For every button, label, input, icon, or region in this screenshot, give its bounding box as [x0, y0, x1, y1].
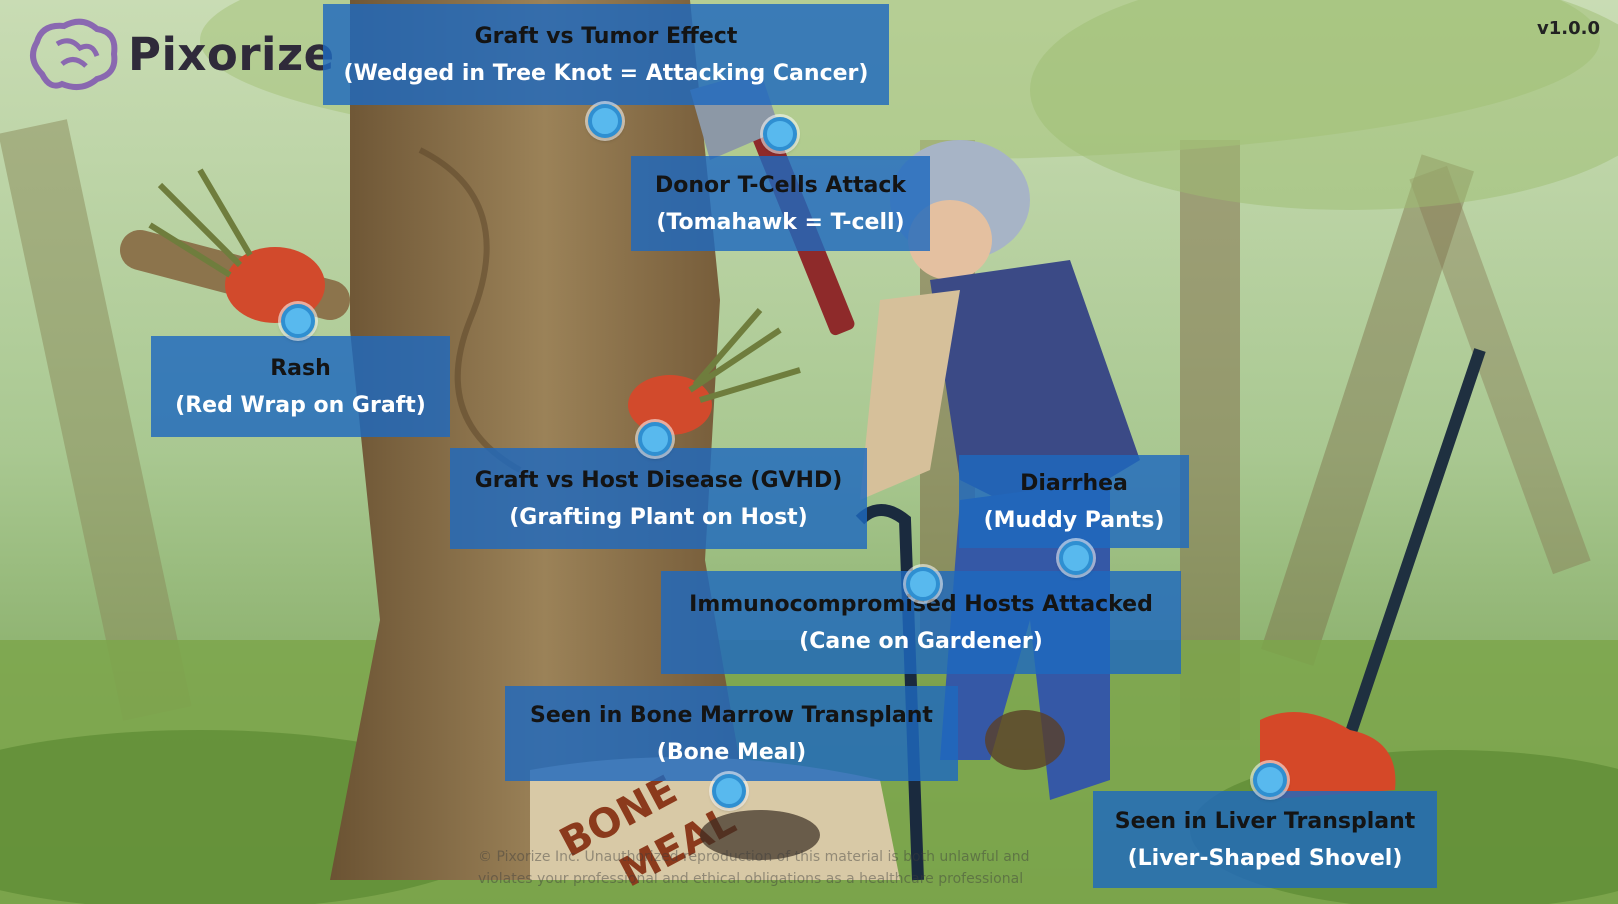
logo-wordmark: Pixorize	[128, 27, 335, 81]
label-diarrhea: Diarrhea (Muddy Pants)	[959, 455, 1189, 548]
brain-logo-icon	[30, 18, 118, 91]
label-title: Diarrhea	[1020, 470, 1128, 496]
label-title: Seen in Bone Marrow Transplant	[530, 702, 933, 728]
label-title: Rash	[270, 355, 331, 381]
hotspot-rash[interactable]	[281, 304, 315, 338]
hotspot-bone-marrow[interactable]	[712, 774, 746, 808]
copyright-watermark: © Pixorize Inc. Unauthorized reproductio…	[478, 846, 1178, 890]
hotspot-graft-vs-tumor[interactable]	[588, 104, 622, 138]
label-subtitle: (Liver-Shaped Shovel)	[1127, 845, 1403, 871]
label-subtitle: (Bone Meal)	[656, 739, 807, 765]
hotspot-liver[interactable]	[1253, 763, 1287, 797]
label-subtitle: (Cane on Gardener)	[799, 628, 1043, 654]
watermark-line-1: © Pixorize Inc. Unauthorized reproductio…	[478, 849, 1030, 865]
label-liver: Seen in Liver Transplant (Liver-Shaped S…	[1093, 791, 1437, 888]
label-subtitle: (Tomahawk = T-cell)	[656, 209, 905, 235]
hotspot-diarrhea[interactable]	[1059, 541, 1093, 575]
hotspot-donor-tcells[interactable]	[763, 117, 797, 151]
label-subtitle: (Wedged in Tree Knot = Attacking Cancer)	[343, 60, 869, 86]
label-bone-marrow: Seen in Bone Marrow Transplant (Bone Mea…	[505, 686, 958, 781]
hotspot-gvhd[interactable]	[638, 422, 672, 456]
label-gvhd: Graft vs Host Disease (GVHD) (Grafting P…	[450, 448, 867, 549]
label-title: Graft vs Host Disease (GVHD)	[474, 467, 843, 493]
hotspot-immunocompromised[interactable]	[906, 567, 940, 601]
version-label: v1.0.0	[1537, 18, 1600, 39]
label-rash: Rash (Red Wrap on Graft)	[151, 336, 450, 437]
pixorize-logo: Pixorize	[22, 14, 335, 94]
label-title: Graft vs Tumor Effect	[474, 23, 738, 49]
label-subtitle: (Red Wrap on Graft)	[175, 392, 426, 418]
label-donor-tcells: Donor T-Cells Attack (Tomahawk = T-cell)	[631, 156, 930, 251]
label-graft-vs-tumor: Graft vs Tumor Effect (Wedged in Tree Kn…	[323, 4, 889, 105]
label-subtitle: (Grafting Plant on Host)	[509, 504, 808, 530]
watermark-line-2: violates your professional and ethical o…	[478, 871, 1024, 887]
label-subtitle: (Muddy Pants)	[983, 507, 1165, 533]
label-title: Seen in Liver Transplant	[1114, 808, 1416, 834]
label-title: Donor T-Cells Attack	[654, 172, 907, 198]
